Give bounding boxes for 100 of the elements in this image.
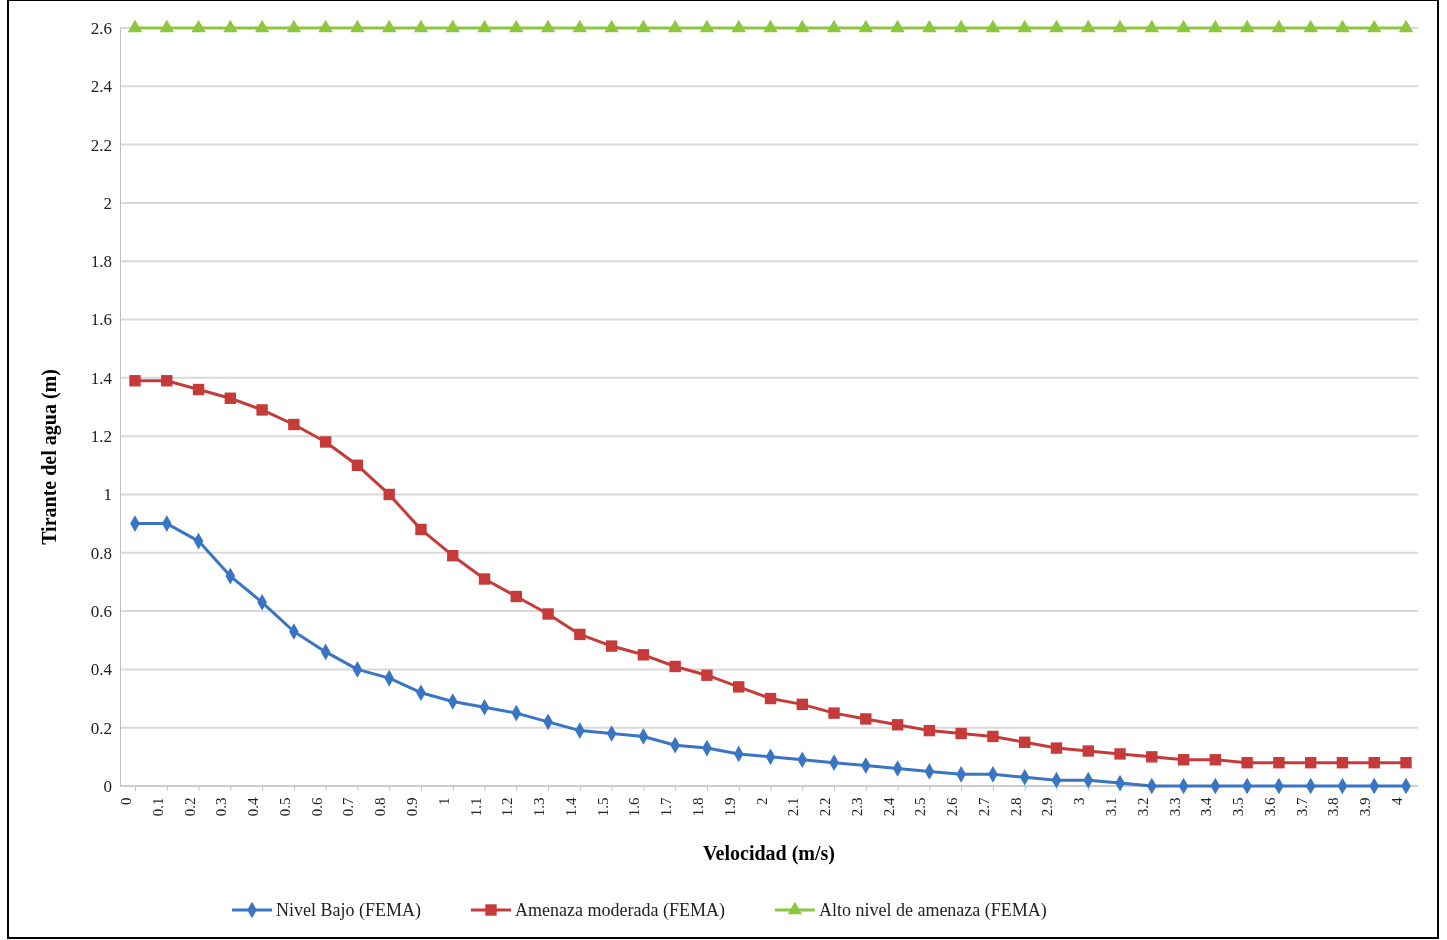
x-tick-label: 0.6 [308, 797, 325, 817]
legend-label: Nivel Bajo (FEMA) [276, 900, 421, 921]
x-tick-label: 3.9 [1357, 797, 1374, 817]
point [572, 19, 588, 33]
point [1081, 19, 1096, 33]
point [1208, 19, 1223, 33]
point [383, 488, 395, 501]
y-tick-label: 2.4 [90, 77, 113, 97]
point [636, 19, 651, 33]
x-tick-label: 0.4 [245, 797, 262, 817]
point [987, 730, 999, 743]
legend-label: Amenaza moderada (FEMA) [514, 900, 725, 921]
x-tick-label: 2.1 [785, 797, 802, 817]
point [127, 19, 143, 33]
x-tick-label: 0.3 [213, 797, 230, 817]
x-tick-label: 4 [1389, 797, 1405, 805]
point [542, 608, 554, 620]
point [795, 19, 810, 33]
x-tick-label: 0 [118, 797, 134, 805]
point [161, 375, 173, 387]
x-tick-label: 0.2 [181, 797, 198, 817]
x-tick-label: 3.1 [1103, 797, 1120, 817]
x-tick-label: 3.6 [1261, 797, 1278, 817]
point [1049, 19, 1064, 33]
point [1398, 19, 1414, 33]
x-tick-label: 0.7 [340, 797, 357, 817]
point [256, 404, 268, 416]
point [1271, 19, 1287, 33]
point [223, 19, 238, 33]
point [478, 573, 491, 585]
point [1336, 756, 1349, 769]
x-tick-label: 1.1 [467, 797, 484, 817]
x-tick-label: 3.4 [1198, 797, 1215, 817]
point [1177, 754, 1190, 766]
x-tick-label: 3.7 [1293, 797, 1310, 817]
point [699, 19, 715, 33]
point [381, 19, 397, 33]
point [1146, 751, 1158, 763]
point [1368, 756, 1380, 769]
point [1239, 19, 1255, 33]
x-tick-label: 2.7 [975, 797, 992, 817]
point [415, 523, 427, 536]
x-axis-title: Velocidad (m/s) [702, 842, 836, 865]
point [1050, 742, 1063, 754]
point [604, 19, 619, 33]
y-tick-label: 1.8 [90, 252, 112, 272]
point [1112, 19, 1128, 33]
point [826, 19, 842, 33]
point [477, 19, 492, 33]
point [509, 19, 524, 33]
point [1209, 754, 1222, 766]
point [510, 590, 522, 603]
point [1019, 736, 1031, 748]
x-tick-label: 0.1 [149, 797, 166, 817]
point [1017, 19, 1032, 33]
point [637, 649, 650, 661]
point [796, 698, 808, 711]
x-tick-label: 1.4 [562, 797, 579, 817]
y-tick-label: 0.8 [90, 543, 112, 563]
x-tick-label: 1.8 [689, 797, 706, 817]
point [1367, 19, 1382, 33]
point [254, 19, 270, 33]
x-tick-label: 3.8 [1325, 797, 1342, 817]
x-tick-label: 3 [1071, 797, 1088, 805]
point [159, 19, 174, 33]
point [860, 713, 872, 725]
point [953, 19, 969, 33]
point [701, 669, 713, 681]
y-axis-title: Tirante del agua (m) [38, 369, 61, 545]
point [319, 436, 332, 448]
point [923, 724, 936, 737]
x-tick-label: 0.5 [276, 797, 293, 817]
point [1273, 756, 1285, 769]
y-tick-label: 2 [103, 193, 112, 213]
point [447, 549, 459, 562]
point [764, 692, 777, 705]
x-tick-label: 3.3 [1166, 797, 1183, 817]
x-tick-label: 1.7 [658, 797, 675, 817]
legend-label: Alto nivel de amenaza (FEMA) [818, 900, 1047, 921]
point [1082, 745, 1094, 757]
point [445, 19, 460, 33]
x-tick-label: 1.3 [531, 797, 548, 817]
x-tick-label: 0.8 [372, 797, 389, 817]
y-tick-label: 0.4 [90, 660, 113, 680]
point [350, 19, 365, 33]
point [828, 707, 840, 719]
y-tick-label: 0.2 [90, 718, 112, 738]
x-tick-label: 2.4 [880, 797, 897, 817]
point [1144, 19, 1160, 33]
x-tick-label: 2.2 [817, 797, 834, 817]
point [351, 459, 364, 472]
point [129, 375, 141, 387]
point [891, 719, 904, 731]
x-tick-label: 0.9 [403, 797, 420, 817]
x-tick-label: 1.9 [721, 797, 738, 817]
point [288, 418, 300, 431]
point [985, 19, 1001, 33]
point [574, 628, 586, 641]
y-tick-label: 2.6 [90, 18, 112, 38]
point [669, 660, 681, 673]
